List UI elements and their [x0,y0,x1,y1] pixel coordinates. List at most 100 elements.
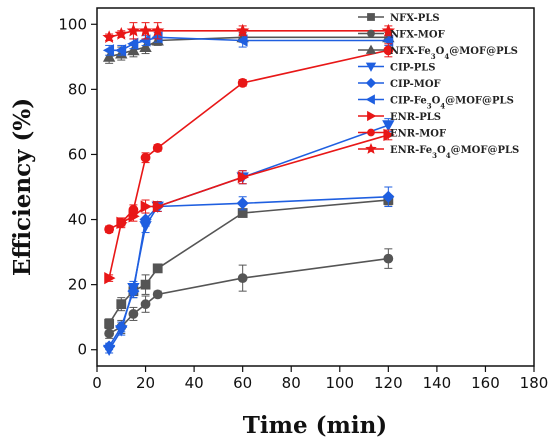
x-tick-label: 140 [423,374,452,392]
legend-item: NFX-Fe3O4@MOF@PLS [358,44,518,61]
data-point [237,171,249,184]
y-tick-label: 20 [68,276,87,294]
series-ENR-MOF [104,43,394,235]
data-point [116,299,127,310]
y-axis-title: Efficiency (%) [9,98,36,276]
legend-marker [365,94,375,105]
legend-item: ENR-Fe3O4@MOF@PLS [358,142,519,160]
legend-item: CIP-MOF [358,77,441,90]
plot-frame [96,7,535,367]
legend-marker [365,62,377,72]
data-point [152,263,163,274]
legend-marker [367,110,377,122]
legend-marker [367,128,375,137]
data-point [104,271,116,285]
series-NFX-PLS [104,194,394,330]
legend-marker [365,77,377,89]
legend-marker [367,13,375,21]
data-point [152,143,163,153]
x-tick-label: 160 [471,374,500,392]
y-tick-label: 60 [68,145,87,163]
data-point [150,23,165,37]
y-tick-label: 0 [77,341,87,359]
series-line [108,30,389,39]
x-tick-label: 80 [282,374,301,392]
data-point [128,309,139,319]
legend-label: CIP-PLS [390,63,436,74]
legend-item: ENR-PLS [358,110,441,123]
x-axis-title: Time (min) [243,412,387,439]
data-point [237,77,248,88]
legend-marker [367,29,375,38]
data-point [382,120,395,132]
x-tick-label: 100 [325,374,354,392]
data-series [102,22,396,357]
y-tick-label: 80 [68,80,87,98]
data-point [382,34,394,47]
legend-label: NFX-Fe3O4@MOF@PLS [390,46,518,61]
legend-label: CIP-Fe3O4@MOF@PLS [390,96,514,111]
data-point [152,200,165,213]
legend-item: CIP-PLS [358,63,436,74]
x-tick-label: 0 [92,374,102,392]
data-point [103,340,116,353]
data-point [138,23,153,37]
data-point [235,23,250,37]
series-CIP-Fe3O4@MOF@PLS [102,31,394,57]
data-point [139,213,152,226]
legend-marker [365,142,377,154]
legend-marker [365,44,377,54]
series-CIP-MOF [103,186,395,353]
data-point [152,289,163,300]
data-point [383,128,395,142]
data-point [114,44,127,57]
data-point [127,285,140,298]
series-ENR-Fe3O4@MOF@PLS [102,22,396,43]
legend-label: NFX-PLS [390,13,440,24]
y-tick-label: 100 [58,15,87,33]
legend: NFX-PLS NFX-MOF NFX-Fe3O4@MOF@PLS CIP-PLS CI… [358,13,519,160]
x-tick-label: 60 [233,374,252,392]
data-point [382,190,395,203]
x-tick-label: 180 [520,374,549,392]
legend-label: ENR-MOF [390,129,446,140]
data-point [104,318,115,329]
legend-item: NFX-PLS [358,13,440,24]
data-point [114,26,128,40]
legend-label: CIP-MOF [390,79,441,90]
series-line [108,124,389,351]
legend-item: CIP-Fe3O4@MOF@PLS [358,94,514,111]
data-point [126,23,141,37]
x-tick-label: 120 [374,374,403,392]
data-point [140,152,151,163]
y-tick-label: 40 [68,211,87,229]
data-point [104,328,115,339]
legend-label: ENR-Fe3O4@MOF@PLS [390,145,519,160]
data-point [104,224,115,235]
data-point [115,320,128,334]
data-point [140,279,151,290]
data-point [102,44,115,57]
data-point [236,197,249,210]
data-point [140,200,152,213]
data-point [383,253,394,264]
data-point [102,50,116,62]
data-point [139,40,152,52]
series-NFX-MOF [104,248,394,339]
x-tick-label: 40 [185,374,204,392]
axis-ticks: 0 20 40 60 80 100 120 140 160 180 0 20 40 60 80 100 [58,15,548,392]
legend-label: NFX-MOF [390,30,445,41]
data-point [127,43,140,56]
data-point [102,30,116,43]
data-point [140,299,151,310]
series-line [108,257,389,335]
legend-item: ENR-MOF [358,129,446,140]
data-point [127,37,139,50]
data-point [236,34,248,47]
data-point [237,273,248,284]
data-point [128,204,139,215]
legend-item: NFX-MOF [358,30,445,41]
data-point [381,23,396,37]
